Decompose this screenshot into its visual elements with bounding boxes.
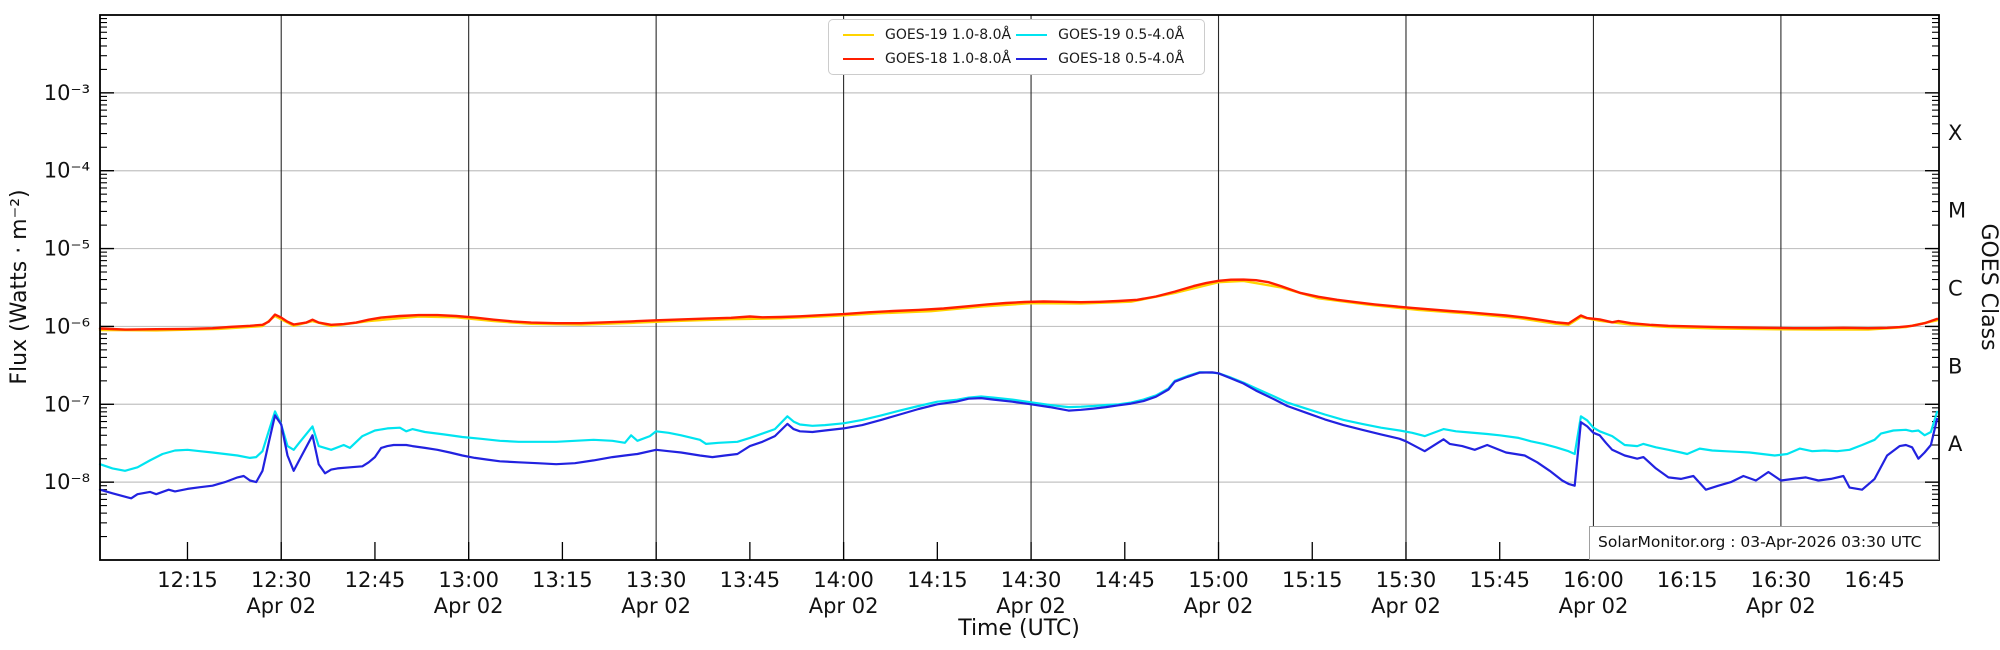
legend-line-icon (1016, 33, 1048, 37)
x-date-label: Apr 02 (434, 594, 504, 618)
series-line-3 (98, 371, 1939, 500)
legend-line-icon (843, 33, 874, 37)
x-date-label: Apr 02 (1184, 594, 1254, 618)
x-axis-title: Time (UTC) (958, 616, 1080, 641)
x-tick-label: 13:45 (720, 568, 781, 592)
legend-label: GOES-19 0.5-4.0Å (1058, 27, 1185, 43)
legend-item-goes18-short: GOES-18 0.5-4.0Å (1016, 47, 1198, 71)
x-date-label: Apr 02 (1746, 594, 1816, 618)
watermark-box: SolarMonitor.org : 03-Apr-2026 03:30 UTC (1589, 526, 1939, 560)
x-tick-label: 15:15 (1282, 568, 1343, 592)
legend-label: GOES-19 1.0-8.0Å (885, 27, 1012, 43)
watermark-text: SolarMonitor.org : 03-Apr-2026 03:30 UTC (1598, 533, 1922, 551)
y-axis-title: Flux (Watts · m⁻²) (7, 189, 32, 385)
legend-item-goes19-short: GOES-19 0.5-4.0Å (1016, 23, 1198, 47)
x-date-label: Apr 02 (809, 594, 879, 618)
legend-item-goes19-long: GOES-19 1.0-8.0Å (843, 23, 1016, 47)
x-tick-label: 13:30 (626, 568, 687, 592)
x-date-label: Apr 02 (246, 594, 316, 618)
y-tick-label: 10⁻⁴ (44, 159, 90, 183)
x-date-label: Apr 02 (621, 594, 691, 618)
goes-class-label: M (1948, 199, 1966, 223)
x-tick-label: 15:45 (1469, 568, 1530, 592)
y-tick-label: 10⁻⁸ (44, 470, 90, 494)
plot-border (99, 14, 1940, 561)
x-tick-label: 13:15 (532, 568, 593, 592)
x-date-label: Apr 02 (996, 594, 1066, 618)
x-tick-label: 12:30 (251, 568, 312, 592)
x-tick-label: 16:30 (1751, 568, 1812, 592)
x-tick-label: 16:00 (1563, 568, 1624, 592)
goes-class-label: X (1948, 121, 1962, 145)
x-tick-label: 14:30 (1001, 568, 1062, 592)
y-tick-label: 10⁻⁵ (44, 237, 90, 261)
x-tick-label: 13:00 (438, 568, 499, 592)
x-tick-label: 16:45 (1844, 568, 1905, 592)
x-date-label: Apr 02 (1559, 594, 1629, 618)
x-tick-label: 14:15 (907, 568, 968, 592)
y-tick-label: 10⁻³ (44, 81, 90, 105)
x-tick-label: 12:45 (345, 568, 406, 592)
goes-class-label: B (1948, 354, 1962, 378)
x-tick-label: 14:00 (813, 568, 874, 592)
x-tick-label: 12:15 (157, 568, 218, 592)
x-tick-label: 15:00 (1188, 568, 1249, 592)
legend-line-icon (1016, 57, 1048, 61)
x-tick-label: 15:30 (1376, 568, 1437, 592)
legend-item-goes18-long: GOES-18 1.0-8.0Å (843, 47, 1016, 71)
y-tick-label: 10⁻⁷ (44, 392, 90, 416)
series-line-1 (98, 278, 1939, 331)
series-line-2 (98, 371, 1939, 472)
legend-label: GOES-18 0.5-4.0Å (1058, 51, 1185, 67)
x-tick-label: 16:15 (1657, 568, 1718, 592)
legend-label: GOES-18 1.0-8.0Å (885, 51, 1012, 67)
legend: GOES-19 1.0-8.0Å GOES-19 0.5-4.0Å GOES-1… (828, 19, 1205, 75)
right-axis-title: GOES Class (1976, 223, 2000, 351)
goes-class-label: A (1948, 432, 1963, 456)
x-date-label: Apr 02 (1371, 594, 1441, 618)
series-line-0 (98, 279, 1939, 332)
y-tick-label: 10⁻⁶ (44, 314, 90, 338)
x-tick-label: 14:45 (1095, 568, 1156, 592)
goes-class-label: C (1948, 277, 1963, 301)
legend-line-icon (843, 57, 874, 61)
